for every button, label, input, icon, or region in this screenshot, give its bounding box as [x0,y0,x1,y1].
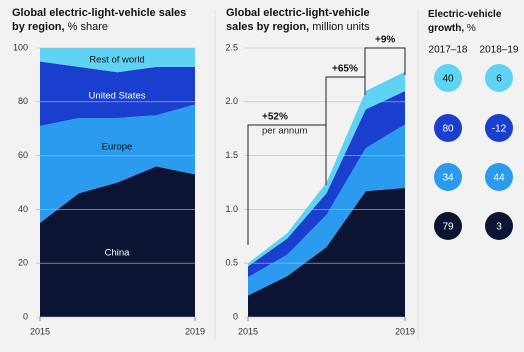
title-unit: % share [67,21,108,33]
y-tick-label: 2.5 [225,42,238,52]
growth-value: 34 [442,173,454,184]
area [40,61,195,127]
area-label: China [105,248,131,259]
y-tick-label: 0 [233,311,238,321]
x-tick-label: 2019 [395,326,415,336]
x-tick-label: 2015 [30,326,50,336]
annotation: +52% [262,112,288,123]
area [40,166,195,317]
y-tick-label: 40 [18,204,28,214]
growth-value: 79 [442,222,454,233]
bracket [247,124,327,245]
area-label: Europe [102,142,133,153]
chart-title: Global electric-light-vehicle sales by r… [226,6,396,34]
area [248,91,405,278]
column-header: 2018–19 [480,45,519,56]
title-unit: million units [312,21,370,33]
growth-circle [485,64,513,92]
growth-value: 3 [496,222,502,233]
growth-value: 6 [496,74,502,85]
overlay: Rest of world United States Europe China… [88,35,406,259]
annotation: +65% [332,64,358,75]
growth-circle [434,64,462,92]
y-tick-label: 0.5 [225,258,238,268]
x-tick-label: 2019 [185,326,205,336]
y-tick-label: 100 [13,42,28,52]
growth-circle [485,163,513,191]
y-tick-label: 20 [18,258,28,268]
area [40,48,195,73]
growth-value: -12 [492,124,507,135]
chart-title: Global electric-light-vehicle sales by r… [12,6,202,34]
growth-circle [434,212,462,240]
y-tick-label: 60 [18,150,28,160]
y-tick-label: 2.0 [225,96,238,106]
growth-circle [434,114,462,142]
growth-circle [485,212,513,240]
area [248,71,405,267]
area-label: Rest of world [89,55,144,66]
y-tick-label: 80 [18,96,28,106]
areas [36,47,405,318]
area-label: United States [88,91,145,102]
title-text: Electric-vehicle growth, [428,9,502,34]
title-unit: % [466,23,476,34]
column-header: 2017–18 [429,45,468,56]
chart-title: Electric-vehicle growth, % [428,8,518,36]
title-text: Global electric-light-vehicle sales by r… [226,7,370,33]
growth-circle [434,163,462,191]
bracket [364,47,406,77]
growth-circle [485,114,513,142]
growth-value: 80 [442,124,454,135]
x-tick-label: 2015 [238,326,258,336]
growth-value: 44 [493,173,505,184]
annotation: per annum [262,126,308,137]
y-tick-label: 1.5 [225,150,238,160]
bracket [325,76,366,125]
annotation: +9% [375,35,395,46]
y-tick-label: 1.0 [225,204,238,214]
area [248,124,405,296]
area [40,104,195,223]
y-tick-label: 0 [23,311,28,321]
title-text: Global electric-light-vehicle sales by r… [12,7,187,33]
growth-value: 40 [442,74,454,85]
area [248,187,405,317]
